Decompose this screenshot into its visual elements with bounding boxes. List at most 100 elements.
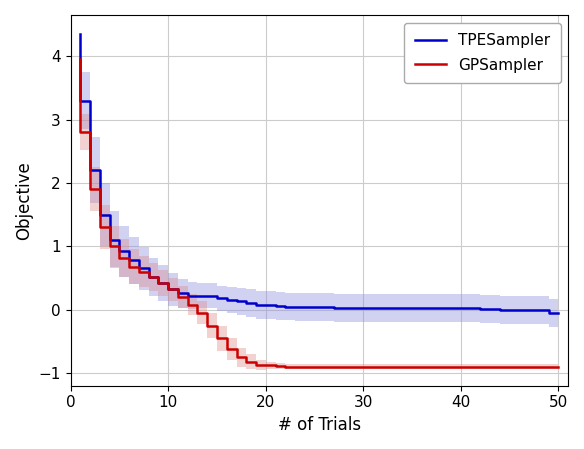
GPSampler — [448, 364, 455, 370]
GPSampler — [536, 364, 543, 370]
GPSampler — [340, 364, 347, 370]
GPSampler — [301, 364, 308, 370]
TPESampler — [555, 310, 562, 316]
TPESampler — [409, 306, 416, 311]
GPSampler — [486, 364, 493, 370]
GPSampler — [438, 364, 445, 370]
TPESampler — [360, 305, 367, 310]
GPSampler — [496, 364, 503, 370]
GPSampler — [223, 335, 230, 341]
TPESampler — [331, 304, 338, 310]
GPSampler — [360, 364, 367, 370]
TPESampler — [418, 306, 425, 311]
TPESampler — [438, 306, 445, 311]
TPESampler — [204, 293, 211, 299]
TPESampler — [282, 303, 289, 308]
TPESampler — [536, 308, 543, 313]
TPESampler — [311, 304, 318, 310]
Legend: TPESampler, GPSampler: TPESampler, GPSampler — [404, 22, 561, 83]
TPESampler — [155, 274, 162, 279]
TPESampler — [340, 305, 347, 310]
TPESampler — [233, 298, 240, 303]
TPESampler — [223, 295, 230, 301]
GPSampler — [380, 364, 387, 370]
TPESampler — [448, 306, 455, 311]
GPSampler — [282, 363, 289, 369]
TPESampler — [116, 237, 123, 242]
GPSampler — [291, 364, 298, 370]
GPSampler — [96, 187, 103, 192]
GPSampler — [370, 364, 377, 370]
Line: GPSampler: GPSampler — [81, 59, 558, 367]
GPSampler — [272, 363, 279, 368]
GPSampler — [477, 364, 484, 370]
TPESampler — [165, 280, 172, 286]
GPSampler — [116, 244, 123, 249]
TPESampler — [389, 305, 396, 310]
GPSampler — [428, 364, 435, 370]
TPESampler — [477, 306, 484, 311]
TPESampler — [380, 305, 387, 310]
GPSampler — [86, 130, 93, 135]
GPSampler — [126, 255, 133, 260]
TPESampler — [506, 307, 513, 313]
TPESampler — [86, 98, 93, 103]
GPSampler — [184, 294, 191, 299]
TPESampler — [272, 303, 279, 308]
GPSampler — [243, 355, 250, 360]
GPSampler — [106, 224, 113, 230]
TPESampler — [262, 302, 269, 307]
GPSampler — [204, 310, 211, 316]
TPESampler — [126, 249, 133, 254]
GPSampler — [165, 280, 172, 286]
GPSampler — [457, 364, 464, 370]
GPSampler — [194, 302, 201, 307]
GPSampler — [331, 364, 338, 370]
TPESampler — [457, 306, 464, 311]
GPSampler — [214, 323, 221, 328]
GPSampler — [545, 364, 552, 370]
GPSampler — [233, 346, 240, 352]
GPSampler — [135, 264, 142, 269]
TPESampler — [106, 212, 113, 217]
GPSampler — [516, 364, 523, 370]
TPESampler — [77, 31, 84, 37]
TPESampler — [526, 307, 533, 313]
GPSampler — [409, 364, 416, 370]
TPESampler — [243, 299, 250, 304]
GPSampler — [77, 57, 84, 62]
GPSampler — [350, 364, 357, 370]
GPSampler — [389, 364, 396, 370]
GPSampler — [506, 364, 513, 370]
GPSampler — [155, 274, 162, 279]
TPESampler — [301, 304, 308, 310]
GPSampler — [399, 364, 406, 370]
TPESampler — [486, 306, 493, 312]
TPESampler — [194, 293, 201, 299]
TPESampler — [399, 306, 406, 311]
GPSampler — [252, 359, 259, 364]
TPESampler — [175, 287, 182, 292]
TPESampler — [350, 305, 357, 310]
GPSampler — [145, 269, 152, 274]
TPESampler — [370, 305, 377, 310]
TPESampler — [496, 306, 503, 312]
GPSampler — [526, 364, 533, 370]
GPSampler — [555, 364, 562, 370]
TPESampler — [135, 258, 142, 263]
X-axis label: # of Trials: # of Trials — [278, 416, 361, 434]
TPESampler — [291, 304, 298, 309]
TPESampler — [428, 306, 435, 311]
GPSampler — [175, 287, 182, 292]
GPSampler — [321, 364, 328, 370]
GPSampler — [311, 364, 318, 370]
TPESampler — [467, 306, 474, 311]
TPESampler — [516, 307, 523, 313]
TPESampler — [545, 308, 552, 313]
GPSampler — [467, 364, 474, 370]
TPESampler — [96, 167, 103, 173]
TPESampler — [184, 291, 191, 296]
TPESampler — [145, 266, 152, 271]
Line: TPESampler: TPESampler — [81, 34, 558, 313]
GPSampler — [262, 362, 269, 367]
